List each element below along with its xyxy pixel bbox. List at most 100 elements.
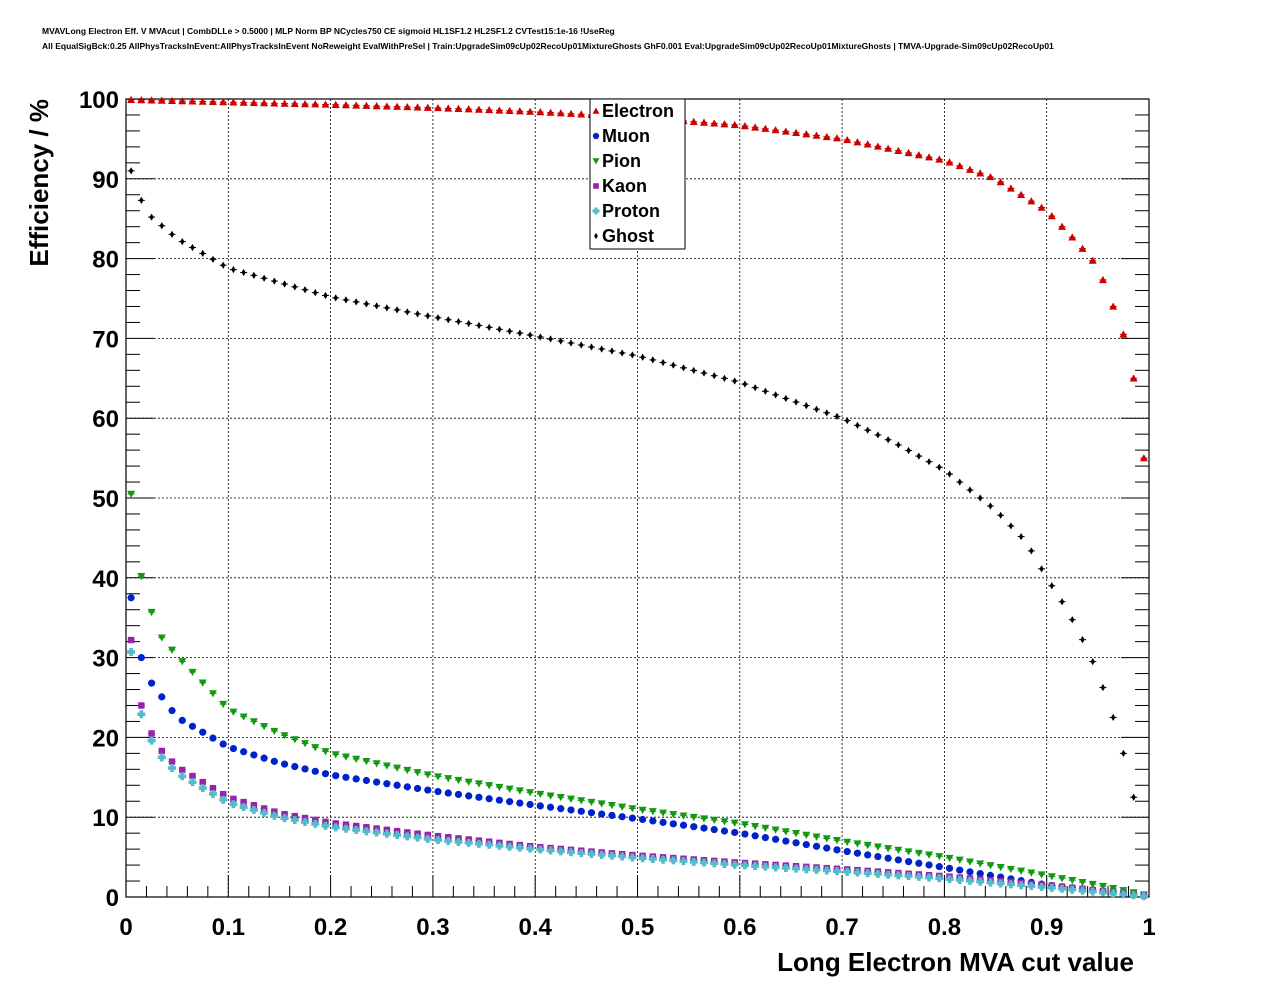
data-point xyxy=(834,412,840,421)
data-point xyxy=(804,402,809,410)
data-point xyxy=(710,816,719,824)
data-point xyxy=(444,775,453,783)
data-point xyxy=(403,832,412,841)
data-point xyxy=(916,452,922,460)
data-point xyxy=(476,321,482,330)
data-point xyxy=(699,815,708,823)
data-point xyxy=(495,841,504,850)
data-point xyxy=(435,314,441,322)
data-point xyxy=(639,815,647,824)
x-tick-label: 0.9 xyxy=(1030,914,1063,941)
data-point xyxy=(362,757,371,766)
data-point xyxy=(454,104,463,112)
data-point xyxy=(219,791,227,798)
data-point xyxy=(751,862,760,871)
data-point xyxy=(822,866,831,875)
data-point xyxy=(302,286,308,294)
data-point xyxy=(607,851,616,860)
data-point xyxy=(710,859,719,868)
y-tick-label: 10 xyxy=(92,805,119,832)
data-point xyxy=(526,800,534,809)
data-point xyxy=(251,271,257,279)
data-point xyxy=(546,792,555,800)
data-point xyxy=(742,380,748,388)
y-tick-label: 20 xyxy=(92,725,119,752)
data-point xyxy=(260,723,269,731)
data-point xyxy=(280,732,289,740)
data-point xyxy=(986,878,995,887)
data-point xyxy=(413,769,422,777)
data-point xyxy=(628,805,637,813)
data-point xyxy=(906,446,911,455)
data-point xyxy=(935,155,944,163)
data-point xyxy=(1047,883,1056,892)
data-point xyxy=(1006,865,1015,874)
data-point xyxy=(638,854,647,863)
data-point xyxy=(321,100,330,108)
data-point xyxy=(609,347,615,355)
data-point xyxy=(311,100,320,108)
data-point xyxy=(792,830,801,838)
data-point xyxy=(812,865,821,874)
data-point xyxy=(1098,888,1107,897)
data-point xyxy=(219,700,228,709)
data-point xyxy=(526,107,535,115)
data-point xyxy=(814,405,819,413)
data-point xyxy=(434,787,442,796)
data-point xyxy=(342,773,350,781)
data-point xyxy=(394,306,400,314)
data-point xyxy=(220,261,226,269)
data-point xyxy=(382,102,391,110)
data-point xyxy=(659,818,667,826)
data-point xyxy=(771,126,780,134)
data-point xyxy=(896,441,901,449)
data-point xyxy=(178,772,187,781)
data-point xyxy=(168,706,176,715)
data-point xyxy=(180,238,185,246)
data-point xyxy=(945,158,954,166)
data-point xyxy=(239,98,248,106)
chart-title-line-2: All EqualSigBck:0.25 AllPhysTracksInEven… xyxy=(42,41,1054,51)
data-point xyxy=(720,120,729,128)
data-point xyxy=(1017,190,1026,198)
data-point xyxy=(464,105,473,113)
y-tick-label: 90 xyxy=(92,167,119,194)
data-point xyxy=(976,877,985,886)
data-point xyxy=(1027,882,1036,891)
data-point xyxy=(239,713,248,721)
data-point xyxy=(558,337,563,345)
data-point xyxy=(292,283,297,291)
data-point xyxy=(579,341,584,349)
data-point xyxy=(425,312,430,320)
data-point xyxy=(945,875,954,884)
data-point xyxy=(967,486,973,494)
data-point xyxy=(250,751,258,759)
data-point xyxy=(712,372,717,380)
data-point xyxy=(832,867,841,876)
y-tick-label: 40 xyxy=(92,566,119,593)
data-point xyxy=(446,316,451,324)
data-point xyxy=(546,108,555,116)
data-point xyxy=(1119,330,1128,338)
data-point xyxy=(372,828,381,837)
data-point xyxy=(444,836,453,845)
data-point xyxy=(188,97,197,105)
x-tick-label: 1 xyxy=(1142,914,1155,941)
data-point xyxy=(321,748,330,756)
x-tick-label: 0.3 xyxy=(416,914,449,941)
data-point xyxy=(515,787,524,795)
data-point xyxy=(311,767,319,775)
data-point xyxy=(527,331,533,339)
data-point xyxy=(413,833,422,842)
data-point xyxy=(210,255,216,263)
data-point xyxy=(556,109,565,117)
data-point xyxy=(1037,203,1046,211)
data-point xyxy=(507,327,512,335)
data-point xyxy=(209,784,217,792)
data-point xyxy=(885,436,891,444)
data-point xyxy=(669,856,678,865)
data-point xyxy=(720,860,729,869)
data-point xyxy=(875,431,881,439)
data-point xyxy=(188,778,197,787)
data-point xyxy=(802,865,811,874)
